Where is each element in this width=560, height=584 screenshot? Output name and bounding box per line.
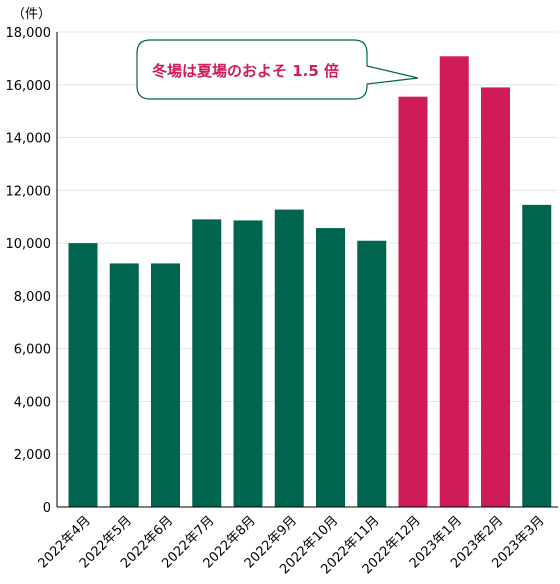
bar-2022年7月 — [192, 219, 222, 507]
bar-2022年9月 — [274, 209, 304, 507]
bar-2022年6月 — [151, 263, 180, 507]
y-axis-ticks: 0 2,000 4,000 6,000 8,000 10,000 12,000 14,000 1… — [6, 26, 52, 516]
bar-2022年11月 — [357, 240, 387, 507]
y-tick-label: 14,000 — [6, 132, 52, 147]
y-tick-label: 0 — [43, 501, 51, 516]
y-tick-label: 6,000 — [14, 343, 51, 358]
bar-2023年3月 — [522, 204, 552, 507]
bar-2022年8月 — [233, 220, 263, 507]
y-tick-label: 12,000 — [6, 184, 52, 199]
y-tick-label: 10,000 — [6, 237, 52, 252]
bars — [68, 56, 552, 508]
callout-bubble — [136, 39, 419, 100]
y-axis-unit-label: （件） — [12, 7, 51, 22]
bar-2023年2月 — [481, 87, 510, 508]
gridlines — [57, 31, 558, 455]
bar-2022年10月 — [316, 228, 345, 507]
y-tick-label: 2,000 — [14, 448, 51, 463]
x-axis-labels: 2022年4月2022年5月2022年6月2022年7月2022年8月2022年… — [36, 513, 548, 577]
bar-2022年4月 — [68, 243, 98, 507]
y-tick-label: 8,000 — [14, 290, 51, 305]
y-tick-label: 18,000 — [6, 26, 52, 41]
bar-2023年1月 — [439, 56, 469, 508]
callout-text: 冬場は夏場のおよそ 1.5 倍 — [152, 62, 339, 80]
y-tick-label: 4,000 — [14, 395, 51, 410]
bar-2022年5月 — [109, 263, 139, 507]
y-tick-label: 16,000 — [6, 79, 52, 94]
annotation-callout: 冬場は夏場のおよそ 1.5 倍 — [136, 39, 419, 100]
bar-2022年12月 — [398, 96, 428, 508]
